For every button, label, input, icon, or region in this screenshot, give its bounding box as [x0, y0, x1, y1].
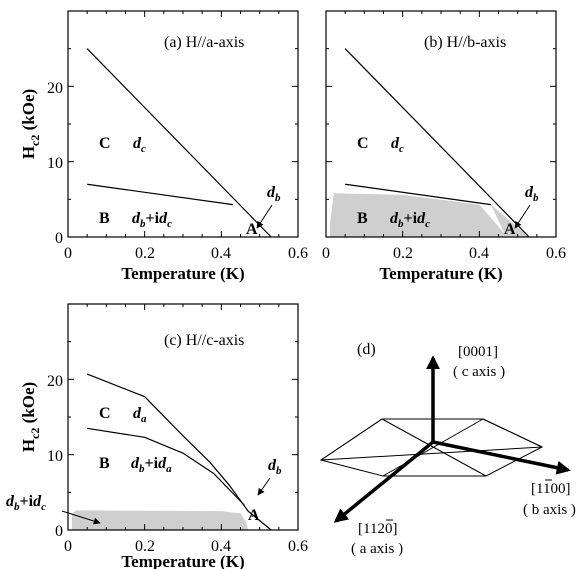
panel-c-xtick-3: 0.6 — [288, 538, 308, 555]
panel-a-ticks — [67, 10, 299, 238]
panel-a-series — [86, 48, 272, 238]
panel-a-label-dc: dc — [133, 135, 146, 155]
panel-b-xlabel: Temperature (K) — [379, 264, 502, 283]
panel-c-boundary-line-1 — [87, 427, 245, 506]
panel-c-anno-dbidc: db+idc — [6, 493, 46, 513]
panel-a-xlabel: Temperature (K) — [121, 264, 244, 283]
panel-a-boundary-line-0 — [86, 48, 272, 238]
panel-c-title: (c) H//c-axis — [164, 332, 244, 349]
panel-a-ylabel: Hc2 (kOe) — [19, 89, 42, 159]
panel-c-label-B: B — [99, 455, 110, 472]
panel-a-title: (a) H//a-axis — [164, 34, 244, 51]
c-axis-direction: [0001] — [458, 344, 498, 360]
panel-a-xtick-2: 0.4 — [211, 245, 231, 262]
a-axis-arrow — [333, 440, 435, 523]
panel-c-ylabel: Hc2 (kOe) — [19, 382, 42, 452]
panel-a-label-dbidc: db+idc — [132, 210, 172, 230]
panel-b-xtick-1: 0.2 — [393, 245, 413, 262]
panel-a-ytick-2: 20 — [47, 80, 63, 97]
panel-b-boundary-line-1 — [345, 183, 491, 206]
panel-c-label-da: da — [133, 405, 147, 425]
panel-c-ticks — [67, 303, 299, 531]
panel-c: (c) H//c-axis 0 0.2 0.4 0.6 0 10 20 Temp… — [6, 303, 308, 569]
panel-b-shaded-region-0 — [329, 193, 507, 237]
hexagon-grid — [319, 418, 544, 477]
panel-c-anno2-arrow — [61, 510, 101, 525]
panel-b: (b) H//b-axis 0 0.2 0.4 0.6 Temperature … — [322, 10, 566, 283]
panel-b-label-C: C — [357, 135, 369, 152]
panel-b-shaded-region-1 — [490, 204, 530, 237]
panel-b-anno-db: db — [525, 184, 539, 204]
b-axis-direction: [1100] — [531, 481, 570, 497]
panel-c-ytick-2: 20 — [47, 373, 63, 390]
panel-c-anno-db: db — [268, 457, 282, 477]
panel-c-label-dbida: db+ida — [131, 455, 172, 475]
panel-c-label-C: C — [99, 405, 111, 422]
panel-b-shaded — [329, 193, 530, 237]
panel-c-xtick-0: 0 — [64, 538, 72, 555]
panel-c-series — [86, 373, 272, 531]
panel-b-label-A: A — [504, 221, 516, 238]
panel-b-label-dc: dc — [391, 135, 404, 155]
panel-a-label-B: B — [99, 210, 110, 227]
a-axis-name: ( a axis ) — [351, 541, 403, 557]
c-axis-name: ( c axis ) — [453, 364, 505, 380]
panel-d: (d) [0001] ( c axis ) [1100] ( b axis ) … — [319, 341, 576, 557]
panel-b-title: (b) H//b-axis — [424, 34, 506, 51]
panel-c-label-A: A — [248, 507, 260, 524]
panel-a: (a) H//a-axis 0 0.2 0.4 0.6 0 10 20 Temp… — [19, 10, 308, 283]
b-axis-name: ( b axis ) — [523, 502, 576, 518]
a-axis-direction: [1120] — [358, 521, 397, 537]
panel-d-label: (d) — [357, 341, 376, 358]
panel-a-boundary-line-1 — [87, 183, 233, 206]
b-axis-arrow — [432, 440, 571, 475]
panel-b-ticks — [325, 10, 557, 238]
panel-b-boundary-line-0 — [344, 48, 530, 238]
panel-b-label-B: B — [357, 210, 368, 227]
panel-c-ytick-1: 10 — [47, 448, 63, 465]
panel-b-xtick-2: 0.4 — [469, 245, 489, 262]
panel-a-ytick-0: 0 — [55, 230, 63, 247]
panel-c-xtick-2: 0.4 — [211, 538, 231, 555]
panel-c-boundary-line-0 — [86, 373, 272, 531]
panel-a-label-C: C — [99, 135, 111, 152]
panel-c-anno-arrow — [257, 477, 271, 496]
panel-c-xlabel: Temperature (K) — [121, 552, 244, 569]
panel-c-ytick-0: 0 — [55, 523, 63, 540]
panel-b-xtick-0: 0 — [322, 245, 330, 262]
panel-a-xtick-0: 0 — [64, 245, 72, 262]
panel-b-xtick-3: 0.6 — [546, 245, 566, 262]
panel-c-xtick-1: 0.2 — [135, 538, 155, 555]
panel-b-anno-arrow — [514, 204, 531, 229]
panel-a-ytick-1: 10 — [47, 155, 63, 172]
panel-c-shaded-region-0 — [71, 510, 249, 530]
panel-a-xtick-3: 0.6 — [288, 245, 308, 262]
panel-a-anno-arrow — [256, 204, 273, 229]
panel-c-shaded — [71, 510, 249, 530]
panel-b-label-dbidc: db+idc — [390, 210, 430, 230]
panel-a-xtick-1: 0.2 — [135, 245, 155, 262]
panel-a-anno-db: db — [267, 184, 281, 204]
panel-b-series — [344, 48, 530, 238]
panel-a-label-A: A — [246, 221, 258, 238]
